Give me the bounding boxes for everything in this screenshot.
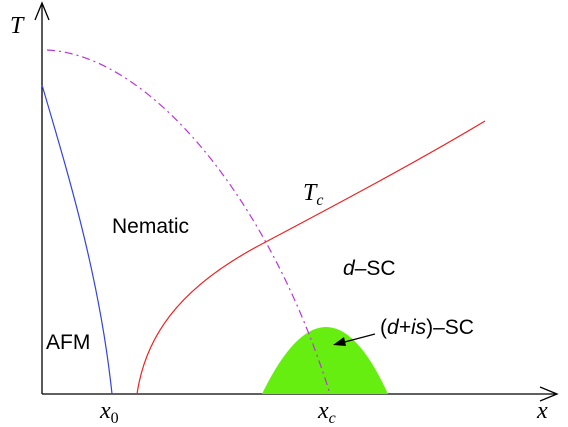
xc-sub: c	[329, 410, 336, 427]
afm-label: AFM	[46, 331, 90, 354]
x-axis-label: x	[536, 398, 548, 424]
pointer-head	[333, 337, 346, 346]
dis-label: (d+is)–SC	[380, 316, 474, 339]
dsc-label: d–SC	[343, 257, 396, 280]
dsc-italic: d	[343, 257, 356, 280]
dis-italic: d+is	[387, 316, 427, 339]
x0-sub: 0	[111, 410, 119, 427]
tc-label: Tc	[303, 180, 323, 209]
tc-sub: c	[316, 192, 323, 209]
xc-base: x	[317, 398, 329, 424]
dis-open: (	[380, 316, 387, 339]
tc-curve	[136, 120, 486, 395]
y-axis-label: T	[10, 13, 25, 39]
xc-label: xc	[317, 398, 336, 427]
x0-label: x0	[99, 398, 119, 427]
x0-base: x	[99, 398, 111, 424]
y-arrow	[34, 1, 50, 21]
nematic-label: Nematic	[112, 215, 189, 238]
nematic-boundary	[46, 49, 331, 395]
afm-boundary	[41, 84, 113, 395]
axes	[34, 1, 559, 402]
x-arrow	[539, 386, 559, 402]
dis-dome	[262, 327, 388, 394]
dis-rest: )–SC	[426, 316, 474, 339]
tc-base: T	[303, 180, 318, 206]
dsc-rest: –SC	[355, 257, 396, 280]
